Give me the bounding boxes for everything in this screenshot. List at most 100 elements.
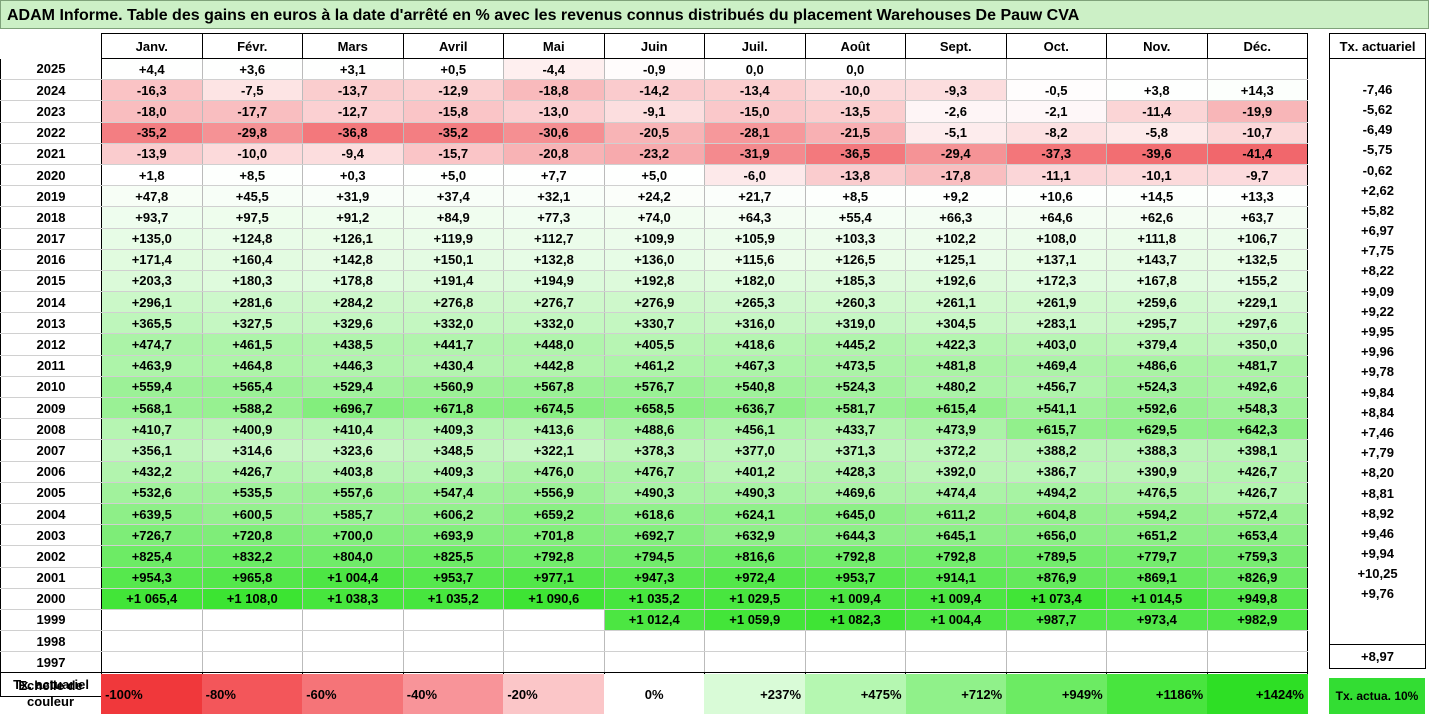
gain-cell [201,630,303,653]
gain-cell: +696,7 [302,397,403,420]
gain-cell [1106,58,1207,81]
month-header: Déc. [1206,33,1308,59]
gain-cell: +191,4 [402,270,504,293]
gain-cell: -10,0 [201,143,303,165]
gain-cell: -6,0 [704,164,805,187]
gain-cell: +476,0 [503,461,604,483]
gain-cell: +532,6 [101,482,202,504]
gain-cell: +64,6 [1005,206,1107,229]
gain-cell: +701,8 [503,524,604,547]
gain-cell: +876,9 [1005,567,1107,589]
gain-cell [1106,630,1207,653]
gain-cell: +203,3 [101,270,202,293]
table-row: 1999 +1 012,4 +1 059,9 +1 082,3 +1 004,4 +987… [0,609,1308,632]
gain-cell: +126,1 [302,228,403,250]
gain-cell: -20,5 [603,122,705,144]
overall-rate: +8,97 [1329,644,1426,670]
gain-cell: +456,1 [704,418,805,441]
month-header: Févr. [201,33,303,59]
rate-cell: +8,20 [1329,462,1426,483]
gain-cell: +105,9 [704,228,805,250]
year-label: 2003 [0,524,102,547]
gain-cell [201,609,303,632]
table-row: 2005 +532,6 +535,5 +557,6 +547,4 +556,9 +490,3… [0,482,1308,504]
gain-cell: +572,4 [1206,503,1308,526]
gain-cell: +97,5 [201,206,303,229]
gain-cell: +568,1 [101,397,202,420]
gain-cell [905,630,1006,653]
gain-cell: +615,7 [1005,418,1107,441]
gain-cell: +9,2 [905,185,1006,208]
gain-cell: +490,3 [704,482,805,504]
year-label: 2004 [0,503,102,526]
gain-cell: -12,9 [402,79,504,102]
gain-cell: -20,8 [503,143,604,165]
gain-cell: +171,4 [101,249,202,271]
table-row: 2004 +639,5 +600,5 +585,7 +606,2 +659,2 +618,6… [0,503,1308,526]
gain-cell: +119,9 [402,228,504,250]
gain-cell: +671,8 [402,397,504,420]
gain-cell: -11,4 [1106,100,1207,123]
gain-cell: -13,5 [804,100,906,123]
gain-cell: +426,7 [1206,461,1308,483]
gain-cell: +825,5 [402,545,504,568]
gain-cell: +77,3 [503,206,604,229]
table-row: 2021 -13,9 -10,0 -9,4 -15,7 -20,8 -23,2 -31,9 -3… [0,143,1308,165]
gain-cell: -9,7 [1206,164,1308,187]
gain-cell [402,651,504,674]
gain-cell: +143,7 [1106,249,1207,271]
gain-cell: -13,8 [804,164,906,187]
gain-cell: +365,5 [101,312,202,335]
gain-cell: +372,2 [905,439,1006,462]
gain-cell: 0,0 [804,58,906,81]
scale-side-legend: Tx. actua. 10% [1329,678,1425,714]
gain-cell: +261,9 [1005,291,1107,314]
gain-cell: -16,3 [101,79,202,102]
gain-cell: +378,3 [603,439,705,462]
gain-cell: +982,9 [1206,609,1308,632]
gain-cell: +559,4 [101,376,202,399]
gain-cell: -2,6 [905,100,1006,123]
rate-cell: +8,22 [1329,260,1426,282]
gain-cell: +1 059,9 [704,609,805,632]
scale-swatch: -40% [402,674,504,714]
rate-cell [1329,624,1426,646]
gain-cell: -13,9 [101,143,202,165]
gain-cell: +548,3 [1206,397,1308,420]
gain-cell: +585,7 [302,503,403,526]
rate-cell: +9,96 [1329,341,1426,362]
gain-cell: +486,6 [1106,355,1207,377]
gain-cell: +1 004,4 [302,567,403,589]
rate-cell: +9,94 [1329,543,1426,564]
gain-cell: +24,2 [603,185,705,208]
table-row: 2019 +47,8 +45,5 +31,9 +37,4 +32,1 +24,2 +21,7 +… [0,185,1308,208]
gain-cell [1206,58,1308,81]
gain-cell: +432,2 [101,461,202,483]
gain-cell: -15,0 [704,100,805,123]
rate-cell: +9,46 [1329,523,1426,544]
gain-cell: +4,4 [101,58,202,81]
rate-cell: -7,46 [1329,79,1426,100]
gain-cell: +659,2 [503,503,604,526]
table-row: 2018 +93,7 +97,5 +91,2 +84,9 +77,3 +74,0 +64,3 +… [0,206,1308,229]
gain-cell: -13,4 [704,79,805,102]
gain-cell: +8,5 [201,164,303,187]
gain-cell: +192,6 [905,270,1006,293]
gain-cell: +473,9 [905,418,1006,441]
rate-cell: -6,49 [1329,119,1426,140]
gain-cell: -9,1 [603,100,705,123]
gain-cell: +37,4 [402,185,504,208]
gain-cell: +0,5 [402,58,504,81]
gain-cell: -5,8 [1106,122,1207,144]
gain-cell: +106,7 [1206,228,1308,250]
gain-cell: +461,2 [603,355,705,377]
rate-cell: +2,62 [1329,180,1426,201]
gain-cell: +115,6 [704,249,805,271]
gain-cell: +371,3 [804,439,906,462]
gain-cell: +977,1 [503,567,604,589]
gain-cell: +137,1 [1005,249,1107,271]
gain-cell: +430,4 [402,355,504,377]
gain-cell: -11,1 [1005,164,1107,187]
gain-cell: +947,3 [603,567,705,589]
rate-cell: +8,92 [1329,503,1426,524]
